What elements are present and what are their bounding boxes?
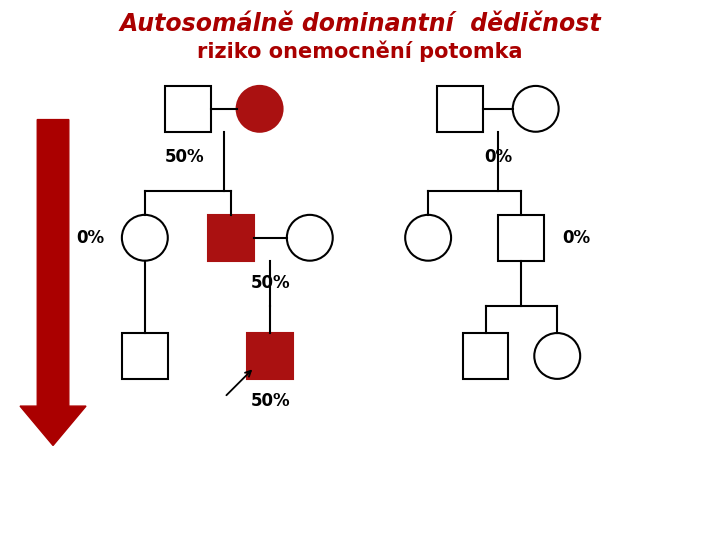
Text: Autosomálně dominantní  dědičnost: Autosomálně dominantní dědičnost	[120, 12, 600, 36]
Text: 0%: 0%	[562, 229, 590, 247]
Text: 50%: 50%	[251, 274, 290, 292]
Bar	[248, 333, 293, 379]
Bar	[498, 215, 544, 261]
Polygon shape	[20, 119, 86, 446]
Bar	[438, 86, 483, 132]
Bar	[122, 333, 168, 379]
Ellipse shape	[405, 215, 451, 261]
Ellipse shape	[122, 215, 168, 261]
Text: 50%: 50%	[251, 392, 290, 410]
Text: 0%: 0%	[484, 148, 512, 166]
Text: 50%: 50%	[164, 148, 204, 166]
Bar	[208, 215, 254, 261]
Text: 0%: 0%	[76, 229, 104, 247]
Ellipse shape	[513, 86, 559, 132]
Text: riziko onemocnění potomka: riziko onemocnění potomka	[197, 41, 523, 62]
Bar	[165, 86, 211, 132]
Ellipse shape	[237, 86, 282, 132]
Bar	[462, 333, 508, 379]
Ellipse shape	[534, 333, 580, 379]
Ellipse shape	[287, 215, 333, 261]
